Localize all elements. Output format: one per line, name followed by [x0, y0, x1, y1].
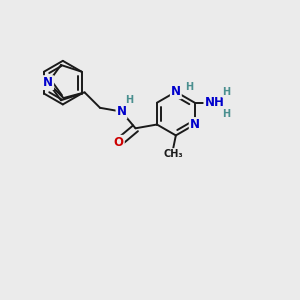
Text: N: N [116, 105, 127, 118]
Text: N: N [43, 76, 53, 89]
Text: N: N [190, 118, 200, 131]
Text: O: O [114, 136, 124, 149]
Text: CH₃: CH₃ [163, 149, 183, 159]
Text: H: H [185, 82, 193, 92]
Text: N: N [171, 85, 181, 98]
Text: NH: NH [204, 96, 224, 109]
Text: H: H [222, 87, 230, 97]
Text: H: H [125, 95, 134, 105]
Text: H: H [222, 109, 230, 118]
